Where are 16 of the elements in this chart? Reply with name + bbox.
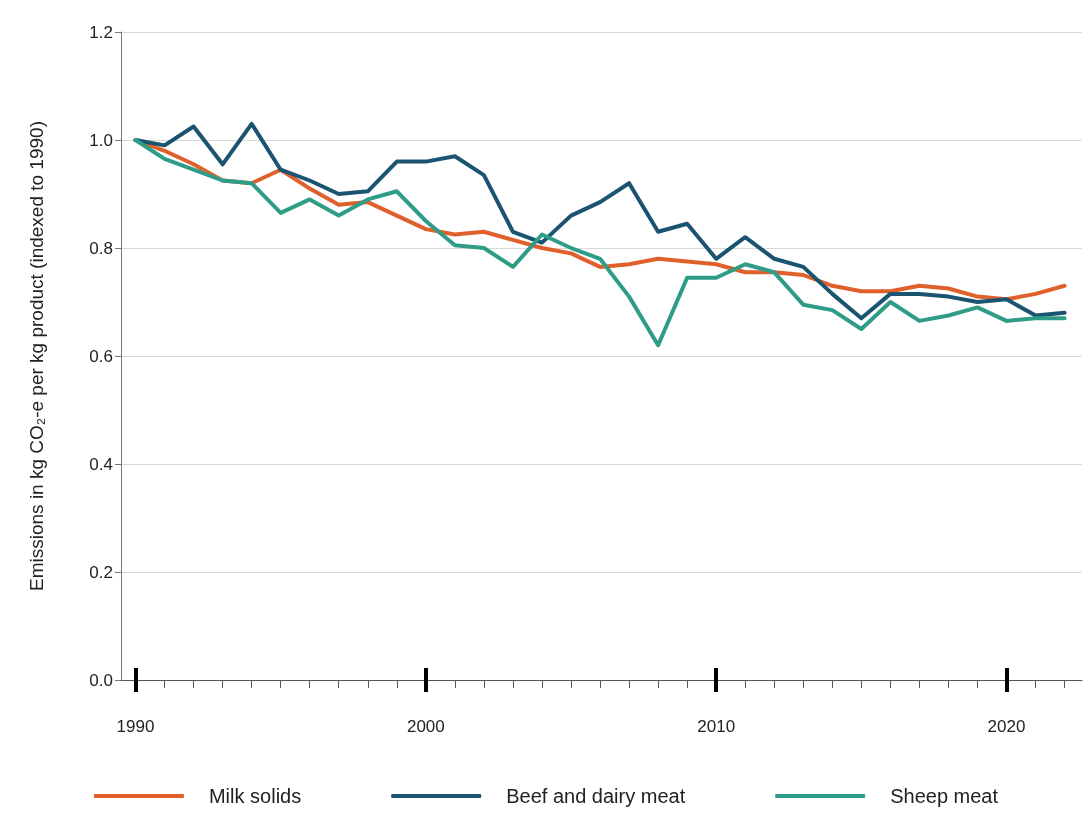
y-tick-label: 1.0: [89, 130, 113, 150]
y-tick-label: 0.0: [89, 670, 113, 690]
y-tick-label: 0.2: [89, 562, 113, 582]
legend-label: Sheep meat: [890, 785, 999, 807]
x-tick-label: 2010: [697, 717, 736, 736]
y-tick-label: 0.8: [89, 238, 113, 258]
line-series: [133, 138, 1067, 348]
y-tick-label: 0.6: [89, 346, 113, 366]
y-tick-label: 1.2: [89, 22, 113, 42]
y-axis-title: Emissions in kg CO₂-e per kg product (indexed to 1990): [26, 121, 47, 591]
y-tick-label: 0.4: [89, 454, 113, 474]
legend-label: Milk solids: [208, 785, 302, 807]
x-tick-label: 2020: [987, 717, 1026, 736]
x-tick-label: 1990: [116, 717, 155, 736]
x-tick-label: 2000: [406, 717, 445, 736]
legend-label: Beef and dairy meat: [506, 785, 686, 807]
